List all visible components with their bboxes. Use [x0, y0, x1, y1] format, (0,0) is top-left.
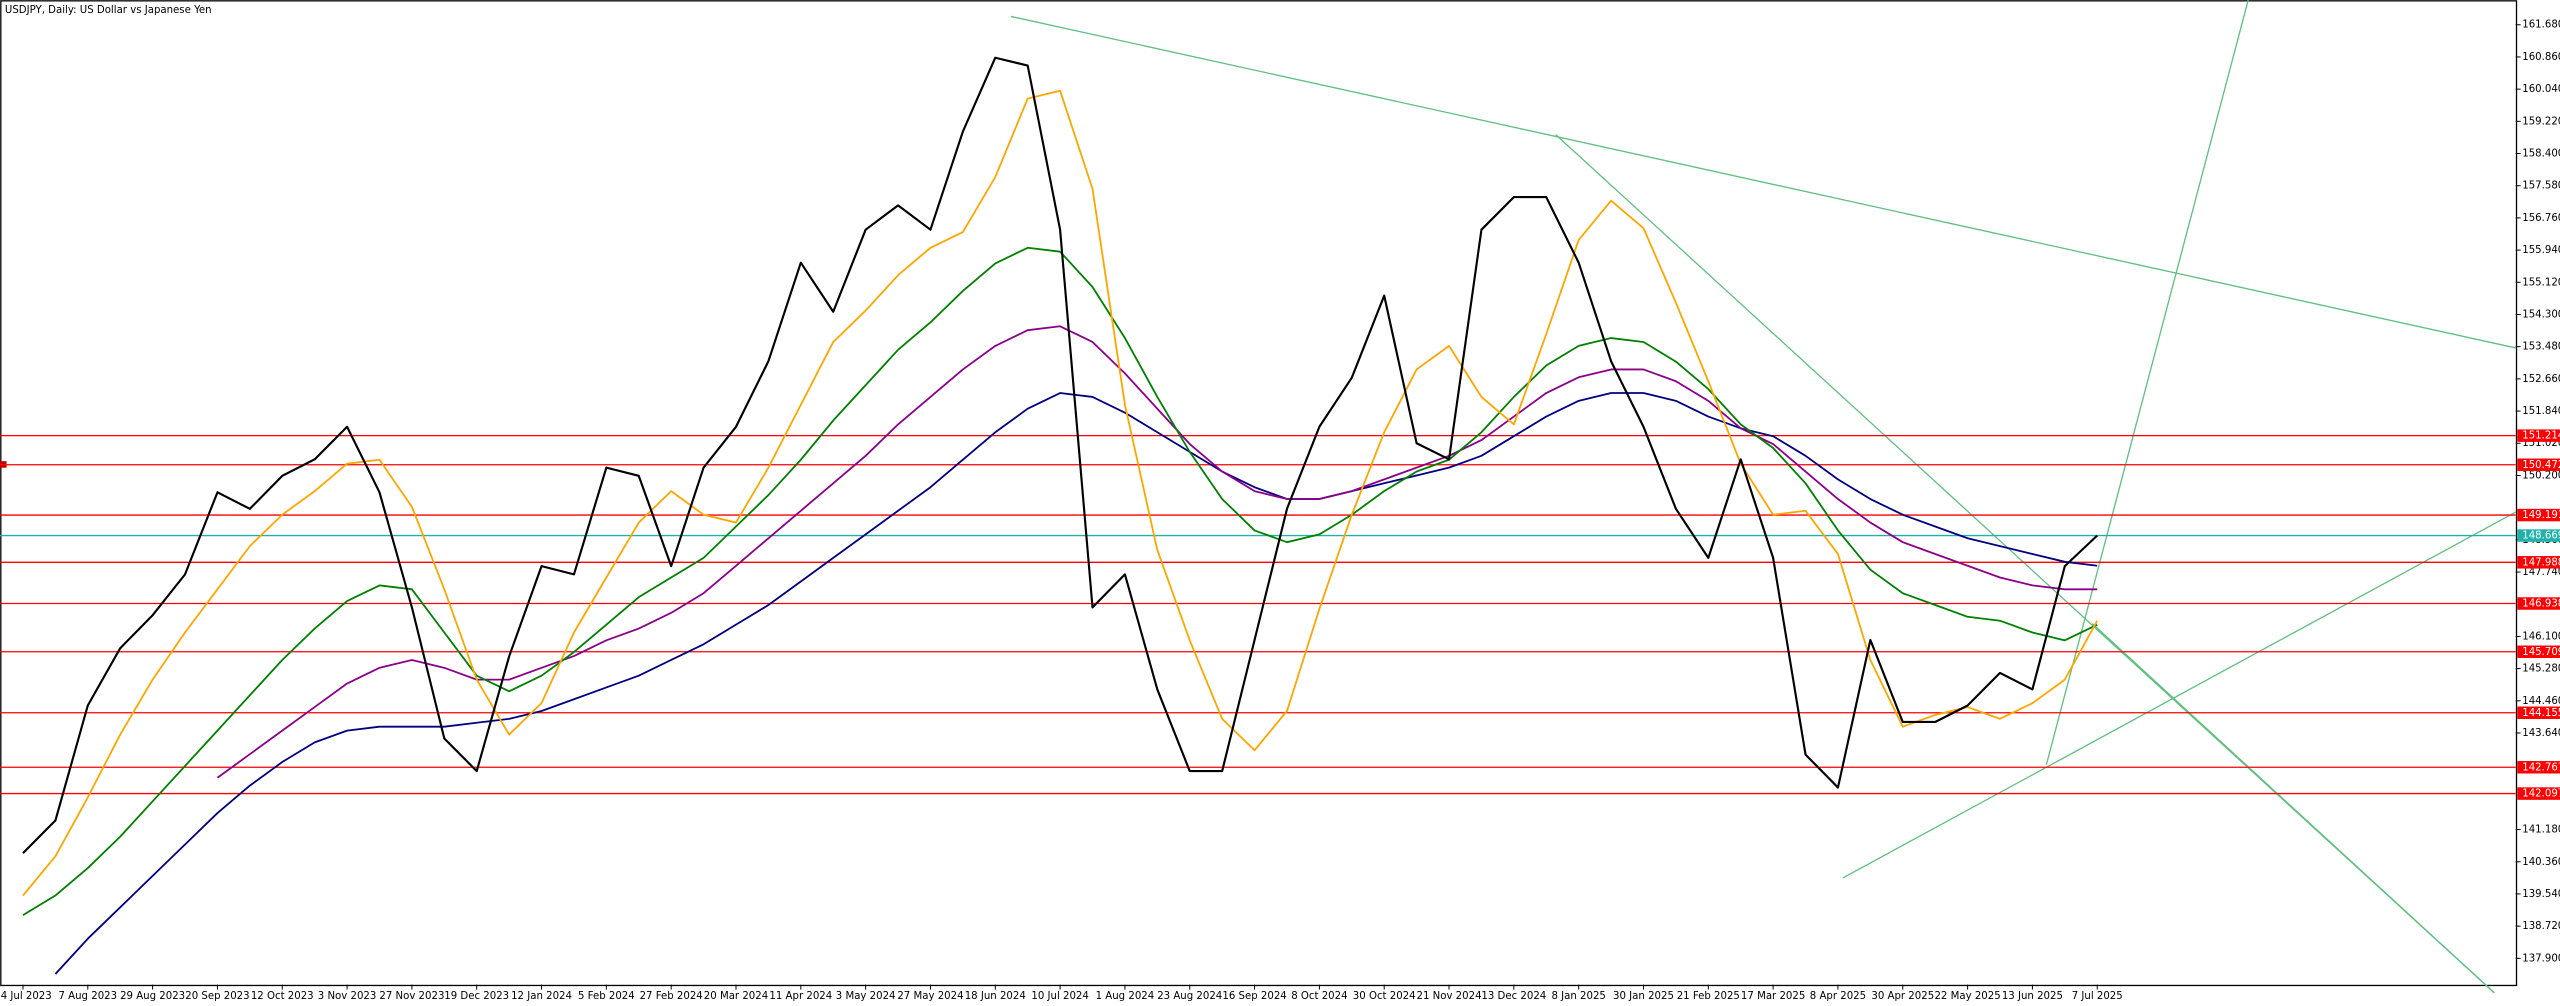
y-tick-label: 137.900 [2522, 953, 2560, 964]
y-tick-label: 160.040 [2522, 84, 2560, 95]
x-tick-label: 3 May 2024 [836, 991, 896, 1002]
y-tick-label: 139.540 [2522, 889, 2560, 900]
x-tick-label: 22 May 2025 [1934, 991, 2000, 1002]
x-tick-label: 12 Oct 2023 [251, 991, 314, 1002]
level-label-bg [2517, 556, 2560, 569]
y-tick-label: 144.460 [2522, 696, 2560, 707]
y-tick-label: 156.760 [2522, 213, 2560, 224]
y-tick-label: 147.740 [2522, 567, 2560, 578]
chart-title: USDJPY, Daily: US Dollar vs Japanese Yen [5, 5, 212, 16]
series-line [216, 325, 2098, 779]
y-tick-label: 141.180 [2522, 825, 2560, 836]
x-tick-label: 8 Apr 2025 [1810, 991, 1866, 1002]
y-tick-label: 161.680 [2522, 20, 2560, 31]
x-tick-label: 12 Jan 2024 [511, 991, 572, 1002]
x-tick-label: 17 Mar 2025 [1741, 991, 1805, 1002]
x-tick-label: 27 May 2024 [897, 991, 963, 1002]
x-tick-label: 13 Jun 2025 [2002, 991, 2063, 1002]
x-tick-label: 21 Feb 2025 [1677, 991, 1740, 1002]
level-label: 144.155 [2522, 708, 2560, 719]
level-label: 147.988 [2522, 557, 2560, 568]
x-tick-label: 20 Mar 2024 [704, 991, 768, 1002]
x-tick-label: 27 Nov 2023 [379, 991, 444, 1002]
y-tick-label: 159.220 [2522, 116, 2560, 127]
level-label: 148.669 [2522, 531, 2560, 542]
level-label-bg [2517, 458, 2560, 472]
level-label-bg [2517, 761, 2560, 774]
x-tick-label: 21 Nov 2024 [1416, 991, 1481, 1002]
level-label: 142.767 [2522, 762, 2560, 773]
level-label: 142.097 [2522, 789, 2560, 800]
y-tick-label: 160.860 [2522, 52, 2560, 63]
level-label: 149.191 [2522, 510, 2560, 521]
y-tick-label: 153.480 [2522, 342, 2560, 353]
x-tick-label: 27 Feb 2024 [640, 991, 703, 1002]
x-tick-label: 30 Jan 2025 [1613, 991, 1674, 1002]
y-tick-label: 157.580 [2522, 181, 2560, 192]
trendlines [1010, 0, 2517, 994]
y-tick-label: 138.720 [2522, 921, 2560, 932]
y-tick-label: 146.100 [2522, 631, 2560, 642]
y-tick-label: 150.200 [2522, 470, 2560, 481]
level-label-bg [2517, 508, 2560, 522]
y-tick-label: 154.300 [2522, 309, 2560, 320]
x-tick-label: 14 Jul 2023 [0, 991, 52, 1002]
x-tick-label: 1 Aug 2024 [1096, 991, 1155, 1002]
x-tick-label: 3 Nov 2023 [318, 991, 377, 1002]
y-tick-label: 155.940 [2522, 245, 2560, 256]
series-line [54, 392, 2098, 975]
level-label-bg [2517, 787, 2560, 800]
trendline [1010, 15, 2516, 349]
level-label-bg [2517, 529, 2560, 542]
x-tick-label: 16 Sep 2024 [1222, 991, 1286, 1002]
trendline [2045, 0, 2249, 765]
x-tick-label: 7 Aug 2023 [58, 991, 117, 1002]
x-tick-label: 7 Jul 2025 [2072, 991, 2123, 1002]
x-tick-label: 11 Apr 2024 [769, 991, 832, 1002]
x-tick-label: 5 Feb 2024 [578, 991, 635, 1002]
x-tick-label: 20 Sep 2023 [185, 991, 249, 1002]
series-line [22, 246, 2098, 916]
series-line [22, 56, 2098, 854]
y-tick-label: 140.360 [2522, 857, 2560, 868]
level-label-bg [2517, 597, 2560, 610]
level-label-bg [2517, 429, 2560, 442]
x-tick-label: 13 Dec 2024 [1481, 991, 1546, 1002]
x-tick-label: 23 Aug 2024 [1157, 991, 1222, 1002]
level-label: 150.472 [2522, 460, 2560, 471]
x-tick-label: 30 Apr 2025 [1871, 991, 1934, 1002]
level-label-bg [2517, 645, 2560, 658]
trendline [2091, 623, 2495, 994]
x-tick-label: 8 Jan 2025 [1551, 991, 1605, 1002]
plot-frame [0, 0, 2518, 987]
x-tick-label: 8 Oct 2024 [1291, 991, 1347, 1002]
y-tick-label: 152.660 [2522, 374, 2560, 385]
level-label: 151.214 [2522, 431, 2560, 442]
y-tick-label: 151.020 [2522, 438, 2560, 449]
level-label-bg [2517, 706, 2560, 720]
x-tick-label: 19 Dec 2023 [444, 991, 509, 1002]
series-line [22, 89, 2099, 897]
y-tick-label: 145.280 [2522, 664, 2560, 675]
level-label: 145.709 [2522, 647, 2560, 658]
y-tick-label: 155.120 [2522, 277, 2560, 288]
trendline [1842, 511, 2517, 879]
x-tick-label: 18 Jun 2024 [965, 991, 1026, 1002]
x-tick-label: 30 Oct 2024 [1353, 991, 1416, 1002]
x-tick-label: 29 Aug 2023 [120, 991, 185, 1002]
y-tick-label: 158.400 [2522, 149, 2560, 160]
x-tick-label: 10 Jul 2024 [1031, 991, 1088, 1002]
level-label: 146.938 [2522, 599, 2560, 610]
y-tick-label: 151.840 [2522, 406, 2560, 417]
y-tick-label: 143.640 [2522, 728, 2560, 739]
